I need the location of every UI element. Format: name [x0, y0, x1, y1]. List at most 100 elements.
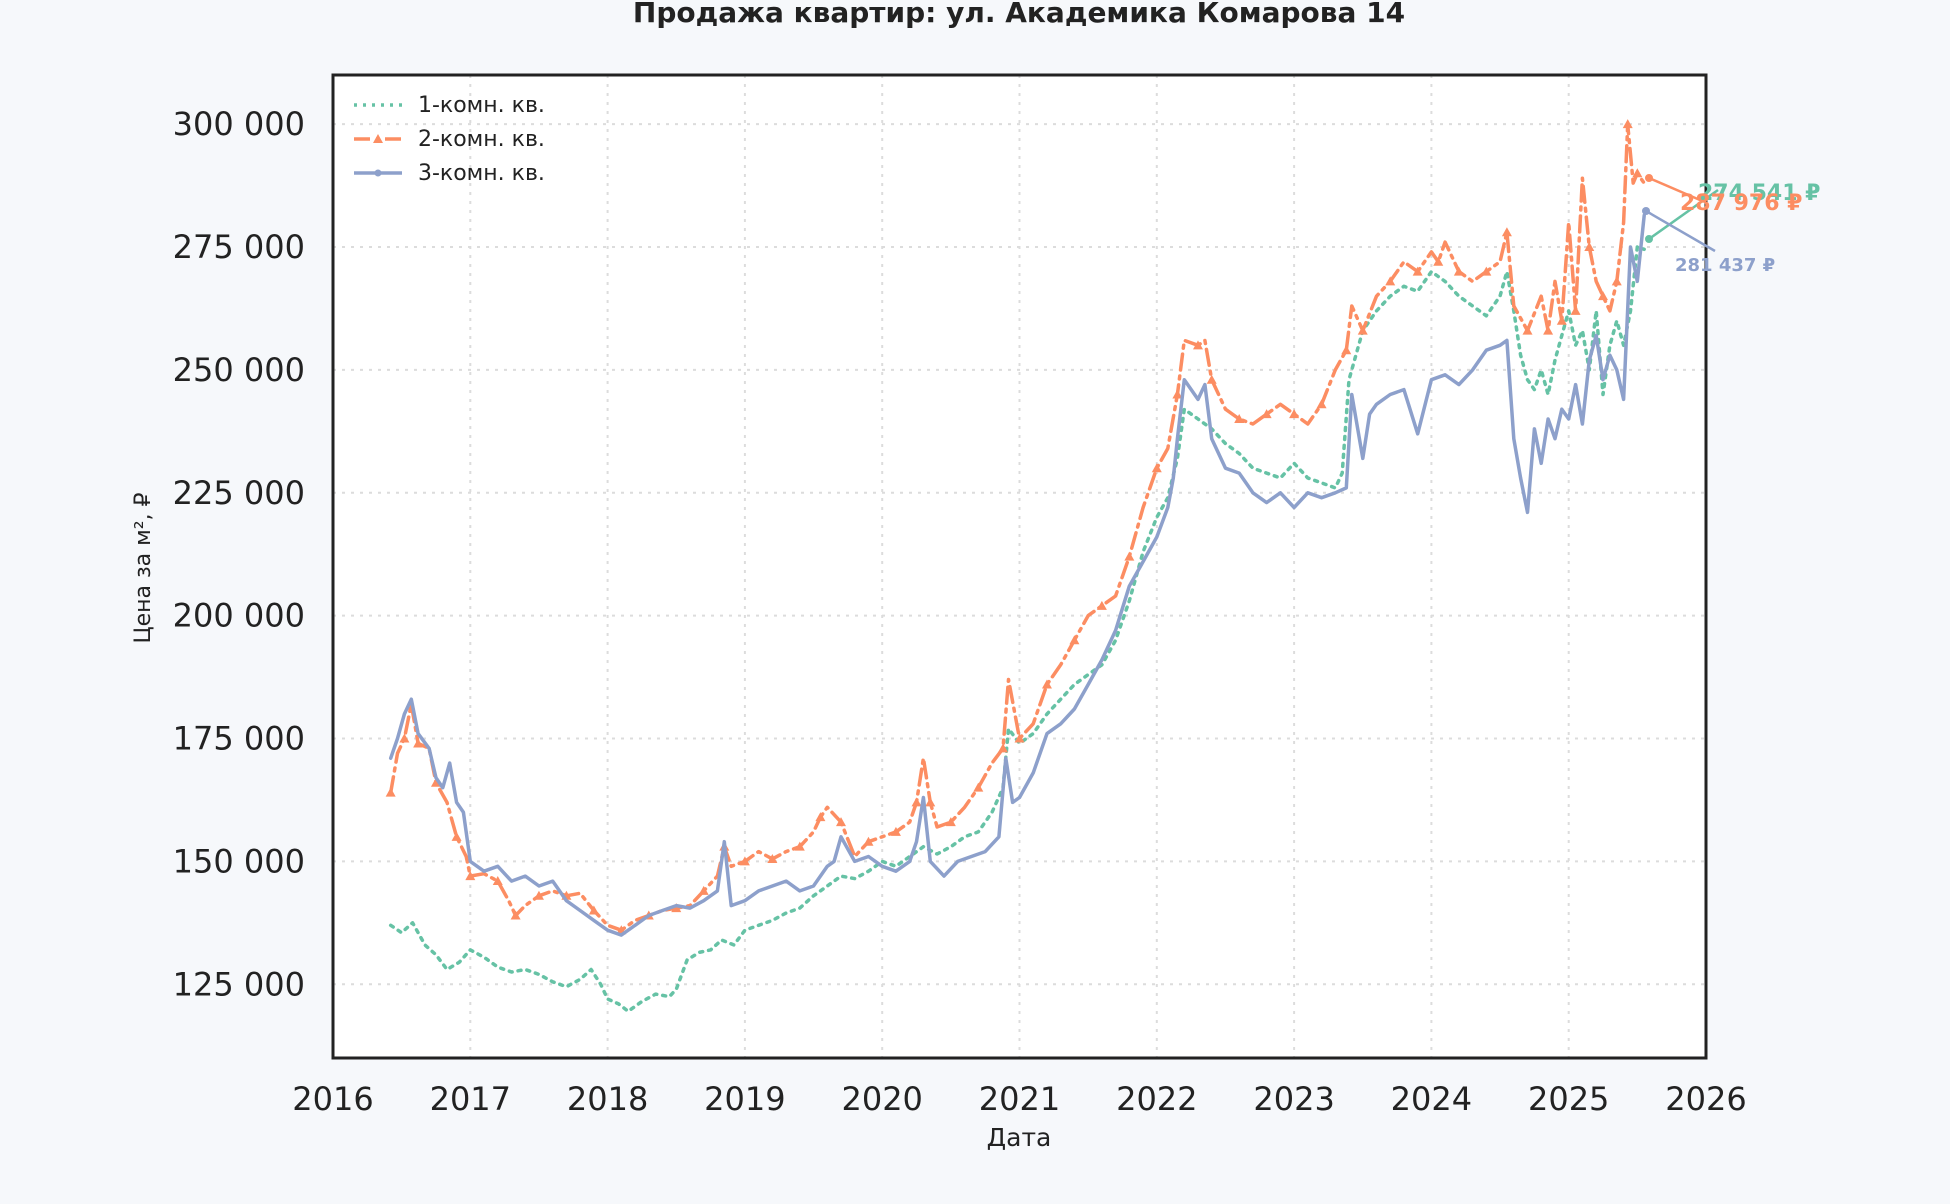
annotation-arrowhead	[1645, 235, 1653, 243]
series-point-marker	[794, 841, 805, 851]
x-tick-label: 2019	[704, 1080, 785, 1118]
legend-marker	[374, 169, 382, 177]
series-point-marker	[1172, 389, 1183, 399]
series-point-marker	[998, 743, 1009, 753]
series-point-marker	[1206, 374, 1217, 384]
series-point-marker	[836, 817, 847, 827]
series-point-marker	[890, 826, 901, 836]
series-point-marker	[1014, 733, 1025, 743]
series-point-marker	[588, 905, 599, 915]
series-point-marker	[1453, 266, 1464, 276]
y-tick-label: 250 000	[173, 351, 305, 389]
x-tick-label: 2016	[292, 1080, 373, 1118]
x-tick-label: 2024	[1391, 1080, 1472, 1118]
series-point-marker	[1151, 463, 1162, 473]
series-point-marker	[739, 856, 750, 866]
x-tick-label: 2025	[1528, 1080, 1609, 1118]
series-point-marker	[925, 797, 936, 807]
plot-frame	[331, 73, 1708, 1060]
series-point-marker	[911, 797, 922, 807]
series-point-marker	[1385, 276, 1396, 286]
series-point-marker	[492, 876, 503, 886]
series-point-marker	[1234, 414, 1245, 424]
x-tick-label: 2022	[1116, 1080, 1197, 1118]
series-point-marker	[1433, 256, 1444, 266]
series-point-marker	[945, 817, 956, 827]
series-line-3	[388, 213, 1646, 937]
series-point-marker	[698, 885, 709, 895]
series-point-marker	[1543, 325, 1554, 335]
legend-label: 2-комн. кв.	[418, 127, 545, 152]
series-point-marker	[1069, 635, 1080, 645]
x-tick-label: 2020	[841, 1080, 922, 1118]
series-point-marker	[1611, 276, 1622, 286]
series-point-marker	[465, 871, 476, 881]
x-tick-label: 2021	[979, 1080, 1060, 1118]
legend-marker	[373, 134, 383, 143]
x-tick-label: 2026	[1665, 1080, 1746, 1118]
series-point-marker	[1481, 266, 1492, 276]
series-point-marker	[533, 890, 544, 900]
y-tick-label: 225 000	[173, 474, 305, 512]
series-point-marker	[1522, 325, 1533, 335]
y-tick-label: 275 000	[173, 228, 305, 266]
y-tick-label: 125 000	[173, 965, 305, 1003]
legend: 1-комн. кв. 2-комн. кв. 3-комн. кв.	[354, 93, 545, 186]
chart-title: Продажа квартир: ул. Академика Комарова …	[633, 0, 1405, 29]
x-axis-ticks: 2016 2017 2018 2019 2020 2021 2022 2023 2024 2025…	[292, 1080, 1746, 1118]
y-tick-label: 300 000	[173, 105, 305, 143]
y-tick-label: 150 000	[173, 842, 305, 880]
series-point-marker	[510, 910, 521, 920]
x-axis-label: Дата	[987, 1123, 1052, 1152]
series-point-marker	[671, 903, 682, 913]
annotation-arrowhead	[1645, 174, 1653, 182]
series-point-marker	[399, 733, 410, 743]
x-tick-label: 2018	[567, 1080, 648, 1118]
series-point-marker	[1570, 305, 1581, 315]
series-point-marker	[1041, 679, 1052, 689]
annotation-label: 281 437 ₽	[1675, 255, 1775, 276]
series-point-marker	[1316, 399, 1327, 409]
series-point-marker	[973, 782, 984, 792]
series-point-marker	[1096, 600, 1107, 610]
series-line-1	[388, 245, 1646, 1014]
series-point-marker	[1357, 325, 1368, 335]
annotation-arrow	[1648, 176, 1701, 202]
series-point-marker	[1501, 227, 1512, 237]
series-point-marker	[385, 787, 396, 797]
end-value-annotations: 274 541 ₽287 976 ₽ 281 437 ₽	[1642, 174, 1820, 276]
series-point-marker	[1556, 315, 1567, 325]
annotation-label: 274 541 ₽	[1698, 181, 1820, 206]
series-point-marker	[451, 831, 462, 841]
series-point-marker	[863, 836, 874, 846]
series-point-marker	[767, 853, 778, 863]
x-tick-label: 2017	[430, 1080, 511, 1118]
series-point-marker	[1584, 242, 1595, 252]
series-point-marker	[1412, 266, 1423, 276]
series-point-marker	[1289, 409, 1300, 419]
series-point-marker	[815, 812, 826, 822]
series-point-marker	[430, 777, 441, 787]
series-point-marker	[1632, 168, 1643, 178]
series-point-marker	[1598, 291, 1609, 301]
legend-label: 3-комн. кв.	[418, 161, 545, 186]
annotation-arrow	[1645, 209, 1716, 253]
series-point-marker	[1192, 340, 1203, 350]
legend-label: 1-комн. кв.	[418, 93, 545, 118]
series-layer	[385, 119, 1646, 1014]
x-tick-label: 2023	[1253, 1080, 1334, 1118]
annotation-label: 287 976 ₽	[1680, 191, 1802, 216]
series-point-marker	[413, 738, 424, 748]
y-tick-label: 175 000	[173, 720, 305, 758]
y-axis-label: Цена за м², ₽	[131, 492, 156, 643]
series-point-marker	[1124, 551, 1135, 561]
annotation-arrowhead	[1642, 207, 1650, 215]
annotation-arrow	[1648, 188, 1719, 241]
series-line-2	[388, 122, 1646, 932]
plot-area	[333, 75, 1706, 1058]
series-point-marker	[1261, 409, 1272, 419]
series-point-marker	[1622, 119, 1633, 129]
y-axis-ticks: 125 000 150 000 175 000 200 000 225 000 250 0…	[173, 105, 305, 1003]
